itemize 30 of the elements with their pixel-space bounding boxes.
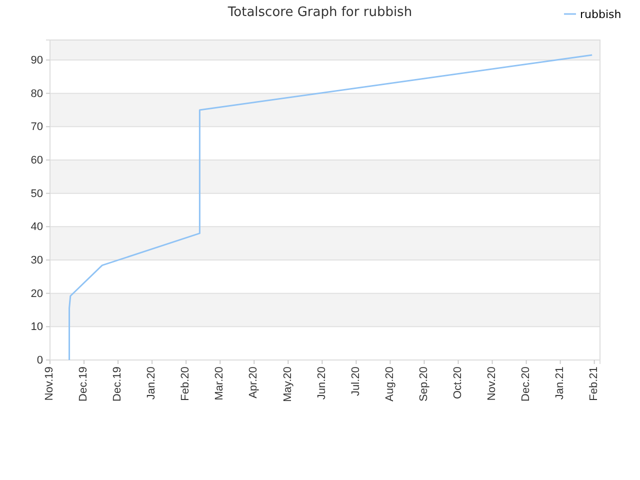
x-tick-label: Sep.20 [418, 366, 430, 402]
x-tick-label: Mar.20 [214, 366, 226, 400]
x-tick-label: May.20 [282, 366, 294, 402]
y-tick-label: 80 [30, 88, 43, 100]
y-tick-label: 90 [30, 54, 43, 67]
y-tick-label: 10 [30, 321, 43, 334]
x-tick-label: Dec.20 [520, 366, 532, 402]
x-tick-label: Jul.20 [350, 366, 362, 396]
x-tick-label: Feb.20 [180, 366, 192, 401]
y-tick-label: 40 [30, 221, 43, 234]
x-tick-label: Nov.19 [44, 366, 56, 401]
x-tick-label: Jan.21 [554, 366, 566, 400]
legend-label: rubbish [580, 8, 622, 21]
y-tick-label: 70 [30, 121, 43, 134]
y-tick-label: 60 [30, 154, 43, 167]
x-tick-label: Dec.19 [112, 366, 124, 402]
line-series [68, 54, 593, 361]
chart-title: Totalscore Graph for rubbish [226, 5, 412, 20]
x-tick-label: Apr.20 [248, 366, 260, 398]
y-tick-label: 20 [30, 288, 43, 300]
x-tick-label: Aug.20 [384, 366, 396, 402]
x-tick-label: Jan.20 [146, 366, 158, 400]
x-tick-label: Feb.21 [588, 366, 600, 401]
x-tick-label: Nov.20 [486, 366, 498, 401]
y-tick-label: 50 [30, 188, 43, 200]
x-tick-label: Jun.20 [316, 366, 328, 400]
x-tick-label: Oct.20 [452, 366, 464, 400]
x-tick-label: Dec.19 [78, 366, 90, 402]
y-tick-label: 0 [36, 354, 43, 367]
y-tick-label: 30 [30, 254, 43, 267]
